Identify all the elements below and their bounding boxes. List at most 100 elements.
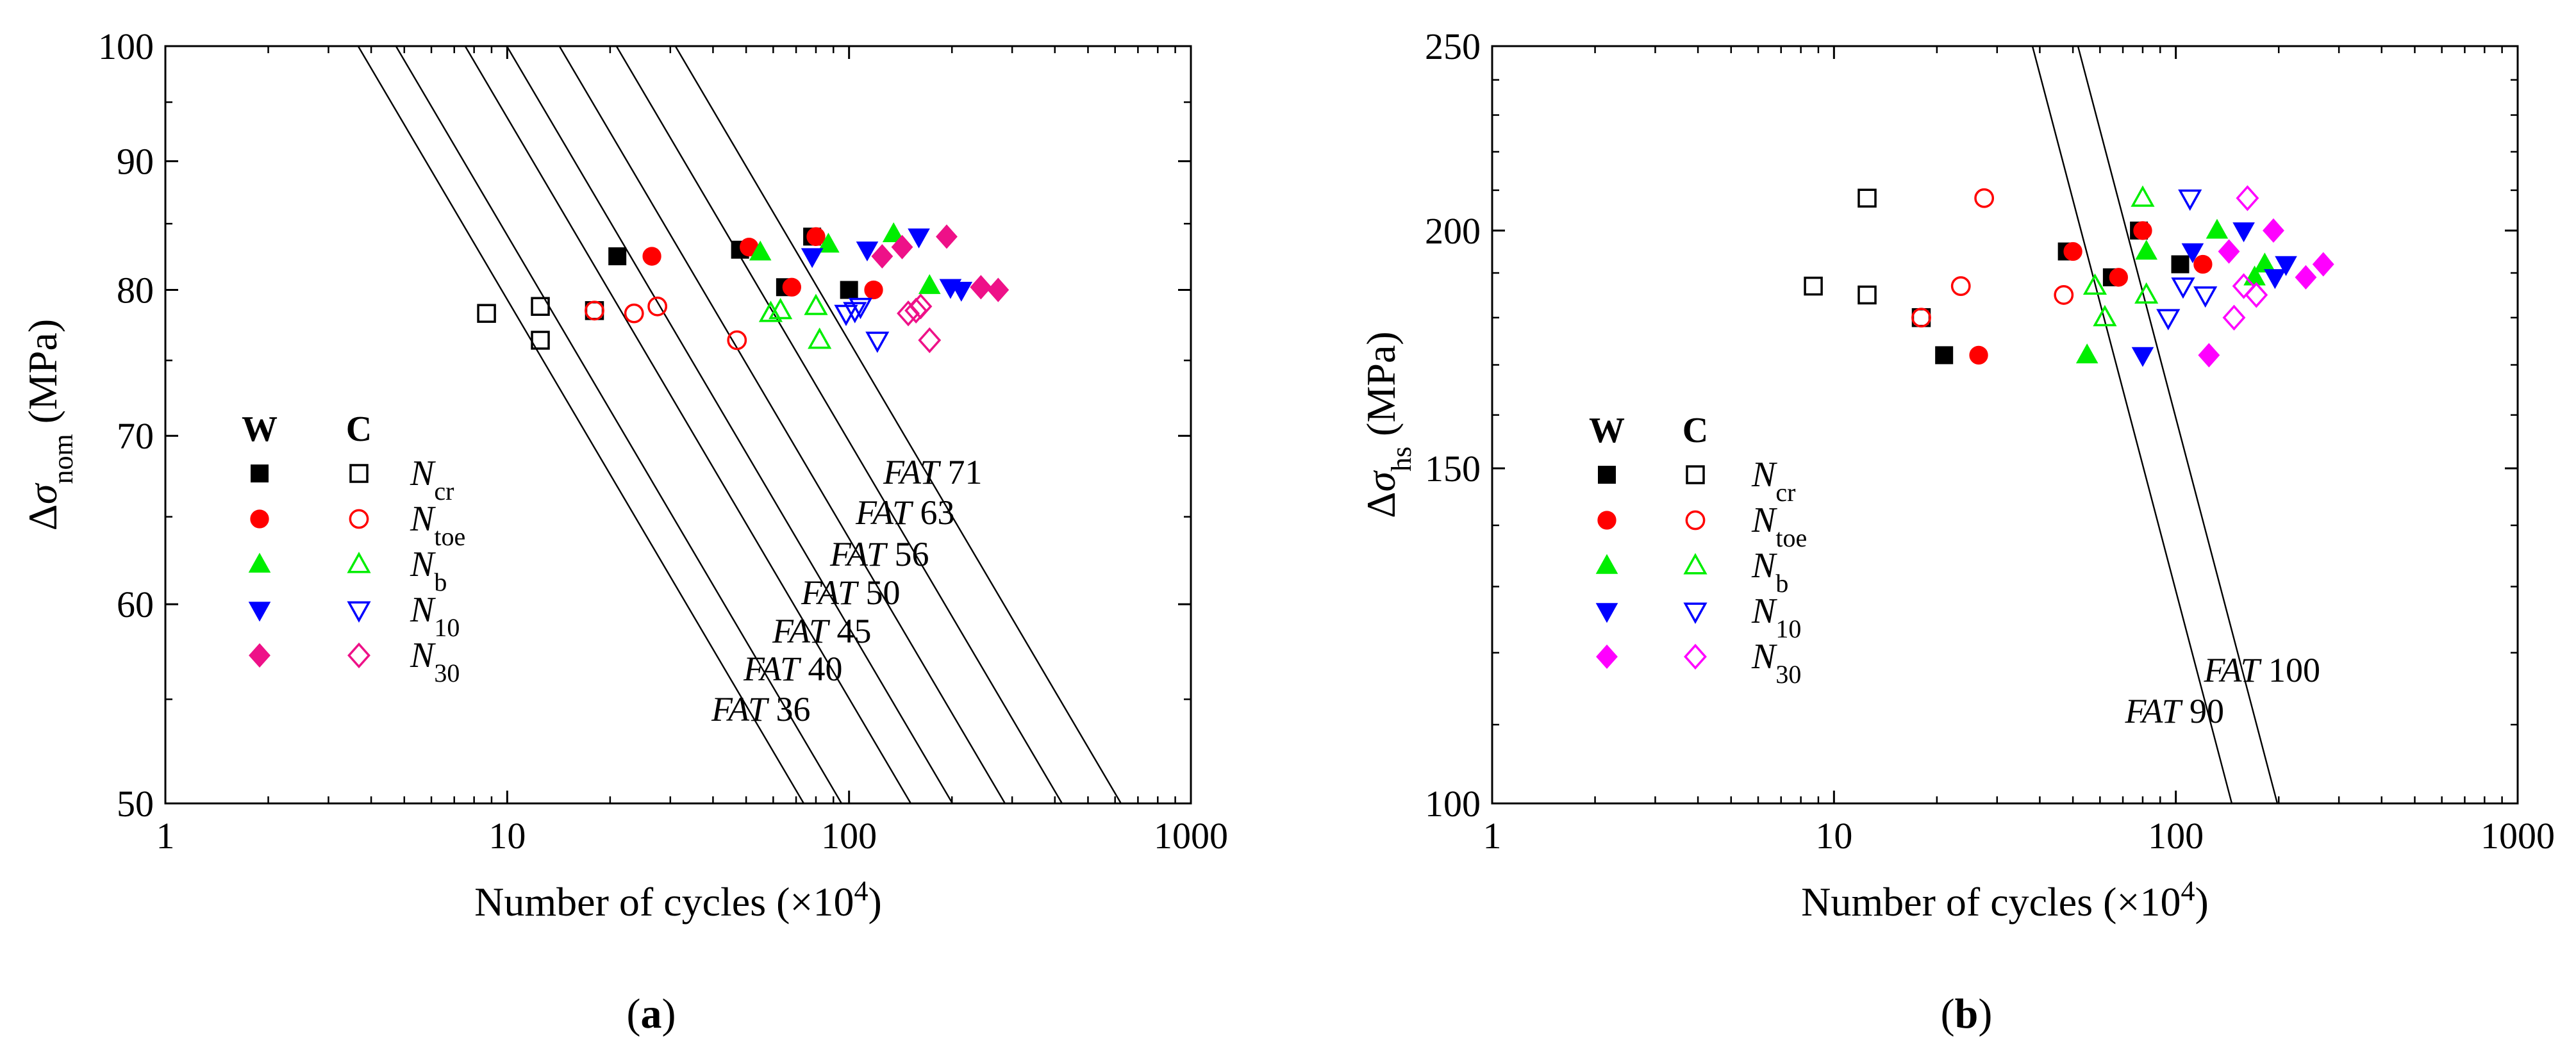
legend-label: Ncr xyxy=(410,454,454,505)
fat-label-prefix: FAT xyxy=(2203,651,2262,689)
data-point xyxy=(918,274,941,294)
legend-label: N30 xyxy=(410,636,460,687)
legend-label: Ntoe xyxy=(1751,500,1807,552)
legend-label: N30 xyxy=(1751,637,1801,689)
legend-label: Ntoe xyxy=(410,499,465,551)
x-axis-label-main: Number of cycles (×10 xyxy=(1801,879,2181,925)
fat-label-100: FAT 100 xyxy=(2203,651,2320,689)
fat-label-prefix: FAT xyxy=(2124,692,2183,730)
fat-label-56: FAT 56 xyxy=(829,535,929,573)
data-point xyxy=(749,240,772,261)
legend-marker-w xyxy=(1595,603,1618,623)
fat-line-71 xyxy=(674,46,1122,803)
legend-marker-c xyxy=(1684,643,1707,670)
fat-label-prefix: FAT xyxy=(855,493,914,532)
data-point xyxy=(970,275,992,300)
fat-line-50 xyxy=(506,46,954,803)
data-points xyxy=(477,222,1010,354)
data-point xyxy=(2054,285,2074,305)
data-point xyxy=(2236,185,2259,211)
data-point xyxy=(2193,286,2218,308)
legend-marker-w xyxy=(251,464,269,482)
legend-label-base: N xyxy=(1751,591,1777,631)
panel-label: (a) xyxy=(627,990,676,1037)
fat-label-prefix: FAT xyxy=(711,690,770,728)
fat-line-40 xyxy=(395,46,843,803)
panel-label-letter: b xyxy=(1955,990,1979,1037)
data-point xyxy=(848,297,873,320)
y-tick-label: 100 xyxy=(98,26,154,67)
data-point xyxy=(2063,242,2082,261)
data-point xyxy=(2245,282,2268,308)
y-axis-label-unit: (MPa) xyxy=(1358,331,1404,447)
legend-header-c: C xyxy=(1683,411,1708,450)
data-point xyxy=(1935,346,1954,365)
data-point xyxy=(585,300,604,321)
plot-frame xyxy=(164,45,1192,805)
panel-label-letter: a xyxy=(641,990,662,1037)
legend-label: Nb xyxy=(1751,546,1788,598)
data-point xyxy=(2093,304,2117,327)
data-point xyxy=(1950,276,1971,296)
fat-lines xyxy=(357,46,1122,803)
data-point xyxy=(2222,304,2246,331)
y-tick-label: 100 xyxy=(1425,783,1481,825)
y-tick-label: 60 xyxy=(117,584,154,625)
legend-marker-c xyxy=(1683,553,1708,575)
data-point xyxy=(2264,269,2286,290)
legend-label-sub: 30 xyxy=(1775,660,1801,689)
data-point xyxy=(782,277,801,297)
fat-label-71: FAT 71 xyxy=(883,453,983,491)
fat-line-36 xyxy=(357,46,805,803)
x-axis-label-main: Number of cycles (×10 xyxy=(474,879,854,925)
legend-label-base: N xyxy=(410,545,436,584)
data-point xyxy=(642,247,661,266)
legend-label-sub: b xyxy=(1775,569,1788,598)
fat-label-value: 45 xyxy=(828,612,872,650)
legend-marker-w xyxy=(249,643,270,668)
x-tick-label: 10 xyxy=(1815,815,1852,857)
data-point xyxy=(840,281,858,299)
data-point xyxy=(2075,343,2098,364)
data-point xyxy=(769,297,793,320)
legend-label-base: N xyxy=(1751,546,1777,586)
y-axis-label-delta: Δ xyxy=(1358,492,1404,518)
data-point xyxy=(834,304,858,326)
x-tick-label: 1 xyxy=(156,815,175,857)
data-point xyxy=(2171,277,2195,299)
legend-marker-c xyxy=(349,464,369,483)
data-point xyxy=(2206,218,2229,239)
legend-label-sub: cr xyxy=(434,477,454,505)
x-axis-label-end: ) xyxy=(868,879,882,925)
y-axis-label-sigma: σ xyxy=(1358,470,1404,492)
data-point xyxy=(2232,273,2256,299)
fat-label-prefix: FAT xyxy=(772,612,831,650)
data-point xyxy=(2178,189,2202,211)
data-point xyxy=(2156,309,2181,331)
y-tick-label: 70 xyxy=(117,415,154,457)
x-tick-label: 1000 xyxy=(2480,815,2555,857)
legend-marker-c xyxy=(1683,602,1708,624)
y-ticks: 100 150 200 250 xyxy=(1425,26,2518,825)
data-point xyxy=(856,242,879,262)
fat-lines xyxy=(2031,46,2279,803)
panel-label-close: ) xyxy=(1978,990,1992,1037)
data-point xyxy=(2131,185,2155,207)
fat-label-40: FAT 40 xyxy=(743,650,843,688)
data-point xyxy=(904,297,928,324)
fat-label-prefix: FAT xyxy=(883,453,942,491)
x-axis-label-end: ) xyxy=(2195,879,2209,925)
legend-label-sub: cr xyxy=(1775,478,1795,507)
data-point xyxy=(950,281,973,302)
fat-label-value: 36 xyxy=(767,690,811,728)
data-point xyxy=(891,234,913,259)
fat-label-50: FAT 50 xyxy=(801,573,901,612)
fat-label-prefix: FAT xyxy=(743,650,802,688)
data-point xyxy=(2193,254,2213,274)
y-tick-label: 90 xyxy=(117,141,154,183)
data-point xyxy=(2133,221,2152,240)
y-tick-label: 250 xyxy=(1425,26,1481,67)
